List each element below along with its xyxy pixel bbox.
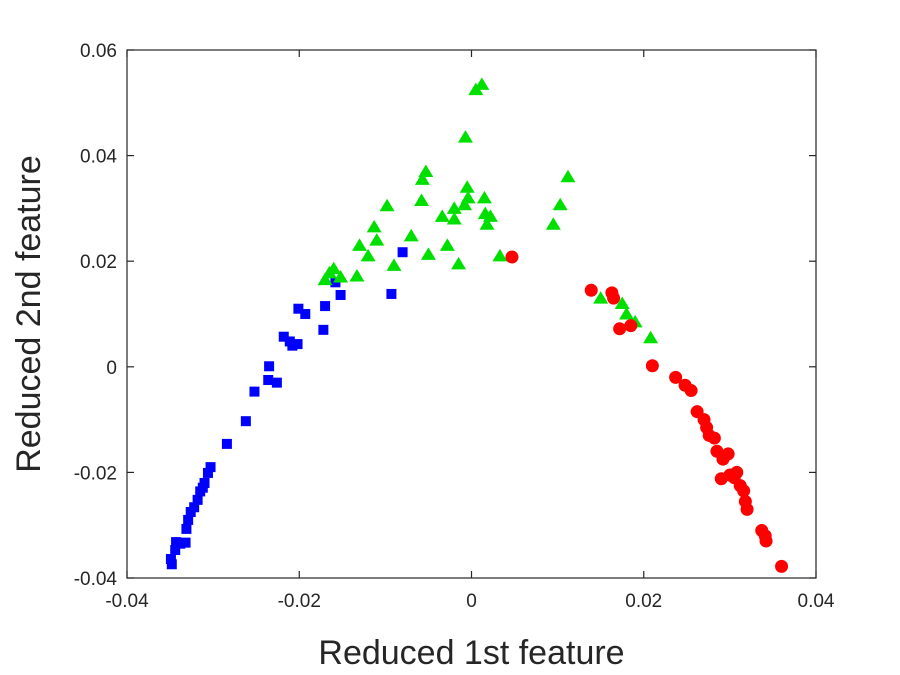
data-point-triangle (619, 307, 635, 320)
x-tick-label: 0 (466, 591, 477, 612)
data-point-square (249, 386, 260, 397)
data-point-triangle (446, 201, 462, 214)
data-point-triangle (403, 228, 419, 242)
data-point-square (397, 247, 408, 258)
data-point-triangle (459, 180, 475, 193)
data-point-square (240, 416, 251, 427)
data-point-triangle (474, 77, 490, 90)
data-point-circle (730, 465, 744, 479)
data-point-triangle (420, 247, 436, 260)
data-point-circle (624, 319, 638, 333)
data-point-triangle (545, 217, 561, 230)
data-point-square (205, 462, 216, 473)
data-point-triangle (418, 164, 434, 177)
plot-area (127, 50, 816, 578)
data-point-square (221, 438, 232, 449)
data-point-circle (721, 447, 735, 461)
data-point-circle (505, 250, 519, 264)
data-point-triangle (451, 256, 467, 270)
data-point-square (202, 467, 213, 478)
x-tick-label: -0.04 (105, 591, 149, 612)
data-point-triangle (386, 258, 402, 271)
data-point-square (287, 340, 298, 351)
x-tick-label: 0.04 (798, 591, 835, 612)
data-point-circle (775, 559, 789, 573)
data-point-circle (737, 484, 751, 498)
data-point-square (170, 545, 181, 556)
data-point-triangle (352, 238, 368, 251)
data-point-square (386, 288, 397, 299)
data-point-triangle (482, 209, 498, 222)
data-point-square (278, 331, 289, 342)
data-point-square (263, 375, 274, 385)
x-tick-label: 0.02 (625, 591, 662, 612)
data-point-square (181, 523, 192, 534)
data-point-triangle (479, 217, 495, 230)
y-axis-label: Reduced 2nd feature (10, 155, 48, 473)
data-point-square (293, 303, 304, 314)
y-tick-label: 0.04 (80, 147, 117, 168)
data-point-triangle (446, 211, 462, 225)
data-point-square (320, 301, 331, 312)
data-point-triangle (439, 238, 455, 251)
data-point-triangle (593, 291, 609, 304)
data-point-square (192, 494, 203, 505)
data-point-square (264, 361, 275, 372)
data-point-triangle (460, 190, 476, 204)
data-point-square (171, 537, 182, 548)
data-point-square (300, 309, 311, 319)
data-point-circle (645, 359, 659, 373)
data-point-triangle (476, 190, 492, 204)
x-axis: -0.04 -0.02 0 0.02 0.04 (105, 50, 835, 612)
data-point-triangle (317, 272, 333, 286)
data-point-square (335, 289, 346, 300)
data-point-circle (607, 291, 621, 305)
data-point-circle (584, 283, 598, 297)
data-point-triangle (492, 248, 508, 262)
data-point-triangle (366, 219, 382, 233)
y-axis: -0.04 -0.02 0 0.02 0.04 0.06 (74, 41, 816, 590)
x-tick-label: -0.02 (278, 591, 321, 612)
data-point-circle (707, 431, 721, 445)
data-point-triangle (326, 261, 342, 275)
data-point-triangle (414, 172, 430, 185)
data-points (165, 77, 789, 573)
data-point-square (165, 553, 176, 564)
data-point-triangle (333, 270, 349, 283)
y-tick-label: 0.02 (80, 252, 117, 273)
data-point-square (189, 502, 200, 513)
data-point-triangle (434, 209, 450, 222)
data-point-circle (684, 384, 698, 398)
data-point-square (292, 339, 303, 350)
data-point-triangle (643, 330, 659, 344)
data-point-circle (740, 502, 754, 516)
data-point-triangle (360, 248, 376, 262)
y-tick-label: -0.02 (74, 463, 117, 484)
data-point-square (318, 324, 329, 335)
data-point-triangle (349, 268, 365, 282)
y-tick-label: 0.06 (80, 41, 117, 62)
data-point-triangle (614, 296, 630, 309)
data-point-triangle (552, 197, 568, 211)
data-point-triangle (457, 130, 473, 143)
data-point-square (199, 477, 210, 488)
data-point-square (271, 377, 282, 388)
data-point-circle (669, 370, 683, 384)
data-point-square (183, 514, 194, 525)
y-tick-label: 0 (106, 358, 117, 379)
data-point-triangle (457, 197, 473, 211)
data-point-circle (759, 534, 773, 548)
y-tick-label: -0.04 (74, 569, 118, 590)
data-point-triangle (369, 233, 385, 246)
data-point-triangle (414, 193, 430, 206)
data-point-triangle (379, 198, 395, 212)
x-axis-label: Reduced 1st feature (318, 634, 624, 672)
data-point-circle (613, 322, 627, 336)
data-point-triangle (560, 169, 576, 183)
data-point-square (180, 537, 191, 548)
data-point-square (166, 559, 177, 570)
